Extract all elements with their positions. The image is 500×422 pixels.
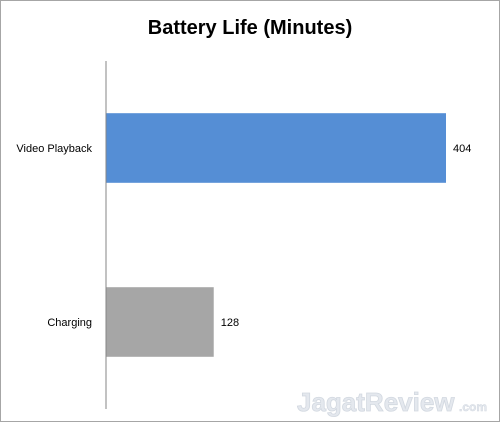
bar-video-playback: [106, 113, 446, 183]
data-label: 128: [221, 317, 239, 329]
bar-charging: [106, 287, 214, 357]
watermark-suffix: .com: [459, 400, 487, 414]
data-label: 404: [453, 143, 471, 155]
category-label: Charging: [47, 317, 92, 329]
chart-title: Battery Life (Minutes): [148, 17, 352, 39]
bars-group: Video Playback 404 Charging 128: [16, 113, 471, 357]
category-label: Video Playback: [16, 143, 92, 155]
watermark-text: JagatReview: [297, 387, 455, 417]
watermark: JagatReview .com: [297, 387, 488, 418]
